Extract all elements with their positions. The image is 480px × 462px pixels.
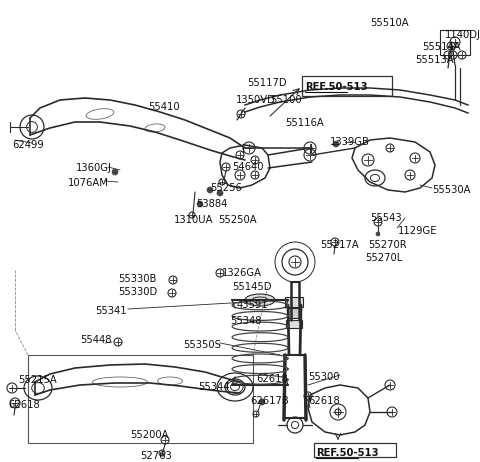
Text: 62499: 62499 bbox=[12, 140, 44, 150]
Text: 55510A: 55510A bbox=[370, 18, 408, 28]
Text: 55448: 55448 bbox=[80, 335, 111, 345]
Bar bbox=[314, 443, 396, 457]
Text: 52763: 52763 bbox=[140, 451, 172, 461]
Text: 1360GJ: 1360GJ bbox=[76, 163, 112, 173]
Bar bbox=[440, 30, 470, 55]
Text: 1076AM: 1076AM bbox=[68, 178, 109, 188]
Text: 62617B: 62617B bbox=[250, 396, 289, 406]
Text: 62618: 62618 bbox=[8, 400, 40, 410]
Text: 55410: 55410 bbox=[148, 102, 180, 112]
Circle shape bbox=[112, 169, 118, 175]
Text: 55145D: 55145D bbox=[232, 282, 272, 292]
Circle shape bbox=[259, 399, 265, 405]
Text: 1129GE: 1129GE bbox=[398, 226, 437, 236]
Bar bbox=[302, 76, 392, 96]
Bar bbox=[288, 308, 300, 318]
Text: 55530A: 55530A bbox=[432, 185, 470, 195]
Text: 1350VD: 1350VD bbox=[236, 95, 276, 105]
Text: 55330B: 55330B bbox=[118, 274, 156, 284]
Text: 1326GA: 1326GA bbox=[222, 268, 262, 278]
Bar bbox=[286, 320, 302, 328]
Text: 55270R: 55270R bbox=[368, 240, 407, 250]
Text: 55117D: 55117D bbox=[247, 78, 287, 88]
Text: 55270L: 55270L bbox=[365, 253, 402, 263]
Text: 55344: 55344 bbox=[198, 382, 229, 392]
Text: REF.50-513: REF.50-513 bbox=[305, 82, 368, 92]
Text: 55350S: 55350S bbox=[183, 340, 221, 350]
Text: 1339GB: 1339GB bbox=[330, 137, 370, 147]
Text: 54640: 54640 bbox=[232, 162, 264, 172]
Text: 55100: 55100 bbox=[270, 95, 301, 105]
Circle shape bbox=[376, 232, 380, 236]
Text: 55250A: 55250A bbox=[218, 215, 257, 225]
Text: 55300: 55300 bbox=[308, 372, 339, 382]
Text: 55543: 55543 bbox=[370, 213, 402, 223]
Text: 55215A: 55215A bbox=[18, 375, 57, 385]
Ellipse shape bbox=[245, 294, 275, 306]
Circle shape bbox=[197, 201, 203, 207]
Text: 55116A: 55116A bbox=[285, 118, 324, 128]
Bar bbox=[285, 297, 303, 307]
Text: 55341: 55341 bbox=[95, 306, 127, 316]
Text: 55348: 55348 bbox=[230, 316, 262, 326]
Text: 43591: 43591 bbox=[237, 300, 269, 310]
Text: 62618: 62618 bbox=[256, 374, 288, 384]
Text: 55514A: 55514A bbox=[422, 42, 461, 52]
Text: 53884: 53884 bbox=[196, 199, 228, 209]
Text: REF.50-513: REF.50-513 bbox=[316, 448, 379, 458]
Text: 62618: 62618 bbox=[308, 396, 340, 406]
Circle shape bbox=[217, 190, 223, 196]
Text: 1140DJ: 1140DJ bbox=[445, 30, 480, 40]
Text: 55217A: 55217A bbox=[320, 240, 359, 250]
Circle shape bbox=[207, 187, 213, 193]
Text: 1310UA: 1310UA bbox=[174, 215, 214, 225]
Text: 55256: 55256 bbox=[210, 183, 242, 193]
Bar bbox=[28, 355, 253, 443]
Text: 55200A: 55200A bbox=[130, 430, 168, 440]
Circle shape bbox=[333, 141, 339, 147]
Text: 55513A: 55513A bbox=[415, 55, 454, 65]
Text: 55330D: 55330D bbox=[118, 287, 157, 297]
